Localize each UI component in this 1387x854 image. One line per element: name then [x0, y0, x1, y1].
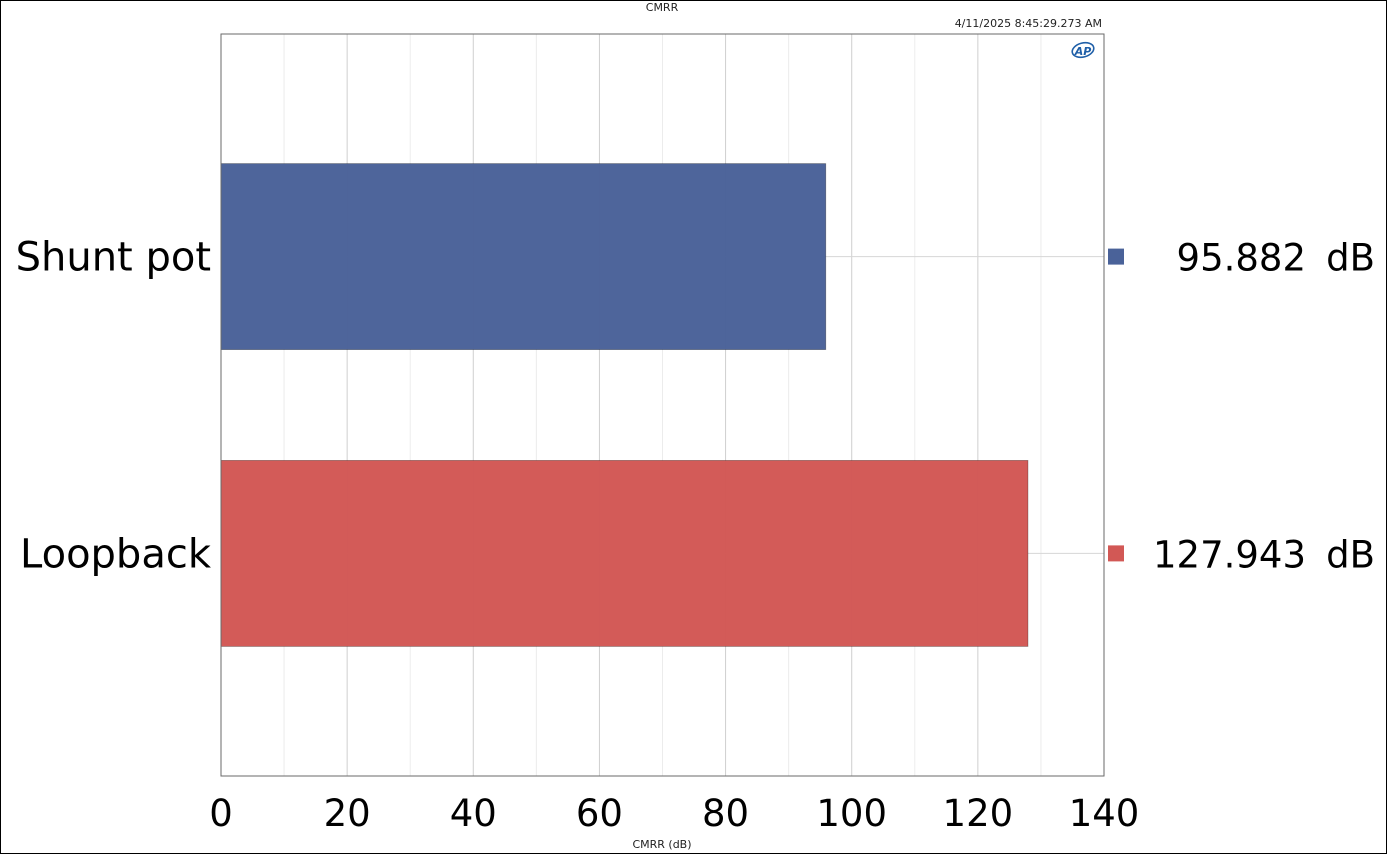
- ap-logo-text: AP: [1074, 45, 1092, 58]
- legend-swatch: [1108, 248, 1124, 265]
- x-tick-label: 0: [209, 792, 233, 835]
- x-tick-label: 100: [816, 792, 887, 835]
- x-tick-label: 120: [943, 792, 1014, 835]
- value-label: 95.882: [1177, 237, 1306, 280]
- unit-label: dB: [1326, 237, 1375, 280]
- category-labels: Shunt pot Loopback: [16, 235, 212, 578]
- x-tick-label: 80: [702, 792, 749, 835]
- timestamp: 4/11/2025 8:45:29.273 AM: [955, 17, 1102, 30]
- plot-border: [220, 33, 1105, 777]
- x-tick-label: 40: [450, 792, 497, 835]
- x-tick-labels: 0 20 40 60 80 100 120 140: [209, 792, 1139, 835]
- x-tick-label: 60: [576, 792, 623, 835]
- x-tick-label: 20: [324, 792, 371, 835]
- category-label: Shunt pot: [16, 235, 211, 281]
- bar-loopback: [220, 459, 1029, 647]
- unit-label: dB: [1326, 533, 1375, 576]
- bar-shunt-pot: [220, 163, 827, 351]
- value-label: 127.943: [1153, 533, 1306, 576]
- legend-swatch: [1108, 545, 1124, 562]
- x-tick-label: 140: [1069, 792, 1140, 835]
- legend: 95.882 dB 127.943 dB: [1108, 237, 1375, 576]
- chart-title: CMRR: [646, 1, 679, 14]
- bars: [220, 163, 1029, 647]
- x-axis-label: CMRR (dB): [632, 838, 691, 851]
- ap-logo: AP: [1071, 41, 1095, 59]
- category-label: Loopback: [20, 531, 212, 577]
